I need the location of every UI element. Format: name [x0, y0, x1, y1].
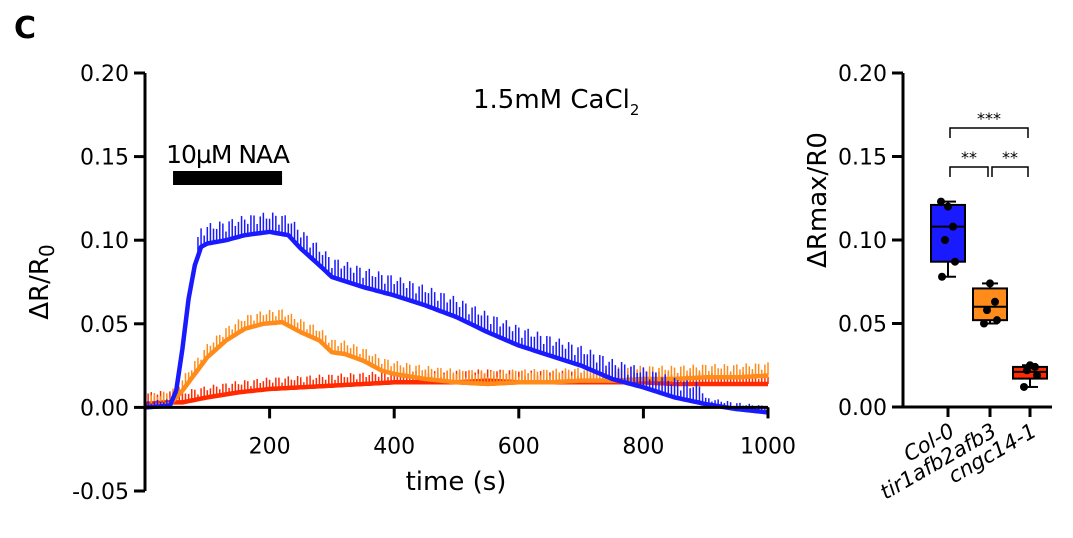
y-tick-label: 0.10 — [80, 229, 129, 254]
significance-bracket: *** — [949, 109, 1029, 138]
data-point — [944, 202, 952, 211]
x-axis-label: time (s) — [406, 467, 507, 497]
y-tick-label: 0.00 — [80, 396, 129, 421]
data-point — [938, 272, 946, 281]
annotation-text: 1.5mM CaCl — [473, 85, 630, 115]
box-y-tick-label: 0.10 — [838, 229, 887, 254]
data-point — [949, 222, 957, 231]
x-tick-label: 800 — [622, 434, 664, 459]
y-axis-label: ΔR/R0 — [25, 244, 59, 319]
data-point — [991, 297, 999, 306]
condition-annotation: 1.5mM CaCl2 — [473, 85, 639, 119]
data-point — [951, 257, 959, 266]
x-tick-label: 200 — [249, 434, 291, 459]
y-axis-label-main: ΔR/R — [25, 257, 55, 320]
significance-bracket: ** — [991, 148, 1029, 177]
significance-label: ** — [1002, 148, 1018, 167]
box-y-tick-label: 0.00 — [838, 396, 887, 421]
time-course-axes: -0.05 0.00 0.05 0.10 0.15 0.20 200 400 600 800 100… — [72, 62, 796, 505]
box-plot-chart: 0.000.050.100.150.20Col-0tir1afb2afb3cng… — [803, 62, 1052, 504]
data-point — [983, 306, 991, 315]
y-tick-label: -0.05 — [72, 480, 129, 505]
data-point — [993, 316, 1001, 325]
significance-bracket: ** — [949, 148, 989, 177]
trace-layer — [144, 212, 769, 415]
box-rect — [930, 203, 966, 263]
box-y-tick-label: 0.20 — [838, 62, 887, 87]
x-tick-label: 400 — [373, 434, 415, 459]
y-tick-label: 0.15 — [80, 146, 129, 171]
box-2 — [1012, 361, 1048, 391]
series-line — [144, 319, 769, 410]
bracket-line — [949, 127, 1029, 138]
box-layer — [930, 197, 1048, 391]
x-tick-label: 1000 — [740, 434, 796, 459]
panel-letter: C — [14, 11, 36, 46]
bracket-line — [991, 166, 1029, 177]
box-rect — [972, 287, 1008, 322]
series-line — [144, 229, 769, 415]
y-axis-label-subscript: 0 — [35, 244, 59, 257]
box-1 — [972, 279, 1008, 328]
y-tick-label: 0.05 — [80, 313, 129, 338]
box-y-tick-label: 0.15 — [838, 146, 887, 171]
significance-layer: ***** ** — [949, 109, 1029, 177]
series-trace-2 — [144, 212, 769, 415]
data-point — [1020, 382, 1028, 391]
data-point — [1033, 371, 1041, 380]
box-y-tick-label: 0.05 — [838, 313, 887, 338]
x-tick-label: 600 — [498, 434, 540, 459]
significance-label: *** — [977, 109, 1001, 128]
data-point — [941, 236, 949, 244]
stimulus-bar — [173, 171, 283, 185]
y-tick-label: 0.20 — [80, 62, 129, 87]
stimulus-label: 10µM NAA — [166, 140, 290, 169]
annotation-subscript: 2 — [630, 101, 640, 119]
box-y-axis-label: ΔRmax/R0 — [803, 132, 833, 268]
data-point — [1026, 361, 1034, 370]
data-point — [986, 279, 994, 288]
significance-label: ** — [961, 148, 977, 167]
bracket-line — [949, 166, 989, 177]
data-point — [937, 197, 945, 206]
time-course-chart: -0.05 0.00 0.05 0.10 0.15 0.20 200 400 600 800 100… — [25, 62, 796, 505]
data-point — [980, 319, 988, 328]
box-0 — [930, 197, 966, 281]
